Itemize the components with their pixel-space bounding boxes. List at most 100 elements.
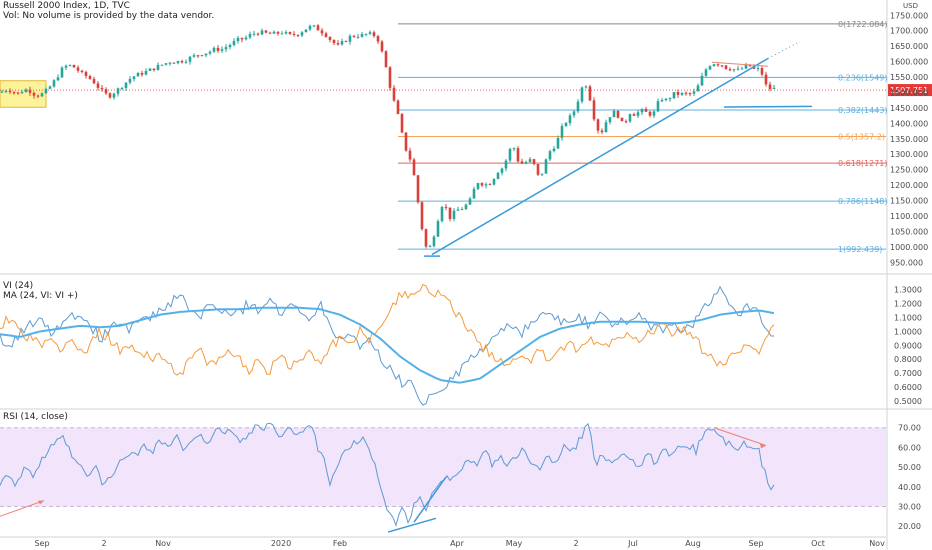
candle-body <box>308 25 312 30</box>
candle-body <box>136 72 140 77</box>
candle-body <box>60 67 64 78</box>
rsi-arrowhead-right <box>760 443 766 449</box>
candle-body <box>132 76 136 79</box>
candle-body <box>88 76 92 79</box>
candle-body <box>316 25 320 31</box>
candle-body <box>408 150 412 160</box>
rsi-tick-label: 70.00 <box>898 424 921 433</box>
price-divergence-line <box>711 61 769 67</box>
candle-body <box>708 66 712 70</box>
candle-body <box>236 37 240 42</box>
candle-body <box>12 92 16 94</box>
candle-body <box>112 93 116 98</box>
time-tick-label: May <box>506 539 523 548</box>
vi-series-vi-ma <box>0 306 775 384</box>
fib-level-label: 0.5(1357.2) <box>838 133 885 142</box>
candle-body <box>392 87 396 101</box>
candle-body <box>532 159 536 165</box>
candle-body <box>672 92 676 99</box>
candle-body <box>464 204 468 210</box>
candle-body <box>264 30 268 33</box>
candle-body <box>616 110 620 118</box>
candle-body <box>244 37 248 40</box>
candle-body <box>360 34 364 37</box>
candle-body <box>384 51 388 68</box>
price-tick-label: 1200.000 <box>890 181 928 190</box>
candle-body <box>172 62 176 64</box>
candle-body <box>700 75 704 86</box>
time-tick-label: 2020 <box>271 539 291 548</box>
candle-body <box>732 69 736 71</box>
rsi-divergence-right <box>713 427 767 446</box>
candle-body <box>556 137 560 149</box>
price-tick-label: 1700.000 <box>890 27 928 36</box>
candle-body <box>332 39 336 44</box>
candle-body <box>676 92 680 95</box>
candle-body <box>84 71 88 77</box>
vi-tick-label: 0.5000 <box>894 397 922 406</box>
candle-body <box>328 36 332 40</box>
candle-body <box>56 77 60 81</box>
candle-body <box>0 91 4 93</box>
candle-body <box>92 78 96 84</box>
candle-body <box>260 30 264 35</box>
candle-body <box>488 184 492 186</box>
price-tick-label: 1600.000 <box>890 58 928 67</box>
candle-body <box>104 89 108 94</box>
candle-body <box>440 206 444 222</box>
candle-body <box>584 86 588 88</box>
price-tick-label: 1750.000 <box>890 11 928 20</box>
candle-body <box>36 95 40 97</box>
candle-body <box>444 206 448 208</box>
candle-body <box>380 41 384 52</box>
price-tick-label: 1150.000 <box>890 197 928 206</box>
candle-body <box>248 34 252 38</box>
price-tick-label: 1650.000 <box>890 42 928 51</box>
candle-body <box>660 100 664 102</box>
candle-body <box>296 34 300 36</box>
candle-body <box>168 62 172 64</box>
candle-body <box>164 63 168 65</box>
candle-body <box>580 87 584 102</box>
candle-body <box>300 32 304 36</box>
candle-body <box>756 68 760 70</box>
candle-body <box>516 148 520 162</box>
candle-body <box>716 64 720 66</box>
candle-body <box>208 51 212 54</box>
candle-body <box>500 168 504 173</box>
candle-body <box>372 32 376 37</box>
candle-body <box>528 159 532 162</box>
vi-tick-label: 0.9000 <box>894 341 922 350</box>
time-tick-label: 2 <box>573 539 578 548</box>
candle-body <box>468 198 472 205</box>
candle-body <box>396 100 400 115</box>
rsi-tick-label: 30.00 <box>898 502 921 511</box>
candle-body <box>636 112 640 116</box>
vi-tick-label: 1.3000 <box>894 286 922 295</box>
rsi-tick-label: 20.00 <box>898 522 921 531</box>
time-tick-label: Nov <box>869 539 885 548</box>
candle-body <box>420 202 424 230</box>
candle-body <box>416 175 420 203</box>
candle-body <box>656 101 660 112</box>
candle-body <box>292 33 296 35</box>
time-tick-label: Sep <box>34 539 49 548</box>
candle-body <box>72 64 76 68</box>
candle-body <box>76 67 80 71</box>
candle-body <box>604 122 608 133</box>
candle-body <box>704 69 708 76</box>
candle-body <box>144 70 148 75</box>
candle-body <box>460 209 464 211</box>
candle-body <box>304 29 308 33</box>
candle-body <box>20 92 24 94</box>
vi-tick-label: 0.8000 <box>894 355 922 364</box>
time-tick-label: Nov <box>155 539 171 548</box>
candle-body <box>628 114 632 122</box>
candle-body <box>508 148 512 161</box>
candle-body <box>712 64 716 67</box>
rsi-series <box>0 422 775 528</box>
price-tick-label: 1450.000 <box>890 104 928 113</box>
candle-body <box>424 229 428 247</box>
candle-body <box>544 159 548 174</box>
